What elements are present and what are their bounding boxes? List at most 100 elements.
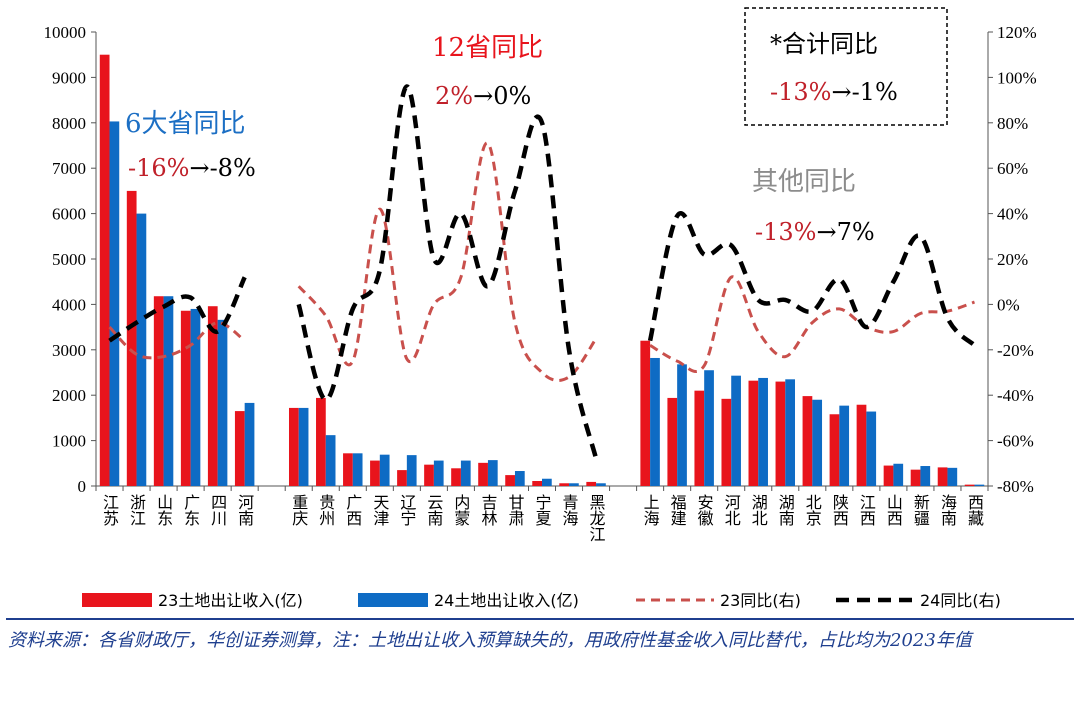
bar-24 <box>406 455 417 486</box>
bar-23 <box>126 190 137 486</box>
right-tick-label: 100% <box>997 68 1037 87</box>
category-label: 广西 <box>343 494 362 526</box>
right-tick-label: 120% <box>997 23 1037 42</box>
category-label: 河南 <box>235 494 254 526</box>
right-tick-label: -40% <box>997 386 1034 405</box>
category-label: 四川 <box>208 494 227 526</box>
yoy-2024: -1% <box>852 78 898 106</box>
bar-24 <box>136 213 147 486</box>
bar-23 <box>559 483 570 486</box>
bar-24 <box>650 357 660 486</box>
category-label: 青海 <box>560 494 579 526</box>
legend-label: 23土地出让收入(亿) <box>158 591 303 610</box>
annotations: 6大省同比-16%→-8%12省同比2%→0%*合计同比-13%→-1%其他同比… <box>125 7 948 246</box>
left-tick-label: 3000 <box>52 341 86 360</box>
category-label: 甘肃 <box>505 494 524 526</box>
bar-24 <box>569 483 579 486</box>
annotation-value: -16%→-8% <box>128 154 256 182</box>
yoy-2023: -16% <box>128 154 189 182</box>
arrow: → <box>189 154 209 182</box>
bar-23 <box>424 464 434 486</box>
bar-24 <box>487 460 498 486</box>
annotation-value: 2%→0% <box>435 82 531 110</box>
bar-24 <box>514 471 525 486</box>
bar-24 <box>704 370 714 486</box>
category-label: 内蒙 <box>451 494 470 526</box>
yoy-2024: 0% <box>493 82 531 110</box>
bar-23 <box>937 467 948 486</box>
bar-23 <box>856 404 867 486</box>
arrow: → <box>831 78 851 106</box>
total-yoy-box <box>744 7 948 126</box>
bar-24 <box>163 296 174 486</box>
right-tick-label: 20% <box>997 250 1028 269</box>
line-23-yoy <box>649 275 975 373</box>
bar-24 <box>244 402 255 486</box>
bar-23 <box>316 397 326 486</box>
bar-24 <box>920 466 931 486</box>
category-labels: 江苏 浙江 山东 广东 四川 河南 重庆 贵州 广西 天津 辽宁 云南 内蒙 吉林 甘肃 宁夏 青海 黑龙江 上海福… <box>100 494 984 542</box>
bar-24 <box>839 405 850 486</box>
line-23-yoy <box>297 141 598 382</box>
category-label: 北京 <box>803 494 822 527</box>
bar-23 <box>207 306 218 486</box>
bar-23 <box>153 296 164 486</box>
right-tick-label: 40% <box>997 205 1028 224</box>
left-tick-label: 10000 <box>44 23 87 42</box>
bar-23 <box>370 460 380 486</box>
right-tick-label: 0% <box>997 295 1020 314</box>
category-label: 重庆 <box>289 494 308 526</box>
lines <box>108 84 977 460</box>
source-note: 资料来源：各省财政厅，华创证券测算，注：土地出让收入预算缺失的，用政府性基金收入… <box>8 630 972 651</box>
yoy-2023: -13% <box>770 78 831 106</box>
category-label: 海南 <box>938 494 957 526</box>
legend-label: 24同比(右) <box>920 591 1001 610</box>
category-label: 天津 <box>370 494 389 526</box>
bar-24 <box>298 407 309 486</box>
bar-23 <box>964 484 975 486</box>
left-tick-label: 2000 <box>52 386 86 405</box>
bar-24 <box>758 377 768 486</box>
yoy-2024: -8% <box>210 154 256 182</box>
bar-24 <box>109 121 120 487</box>
bar-23 <box>505 475 515 486</box>
bar-24 <box>866 411 877 486</box>
left-tick-label: 8000 <box>52 114 86 133</box>
legend-label: 23同比(右) <box>720 591 801 610</box>
category-label: 云南 <box>424 494 443 526</box>
footer-divider <box>6 618 1074 620</box>
left-tick-label: 0 <box>78 477 87 496</box>
bar-23 <box>829 414 840 486</box>
category-label: 黑龙江 <box>587 494 606 542</box>
annotation-title: 其他同比 <box>752 167 856 197</box>
line-24-yoy <box>296 84 599 460</box>
bar-23 <box>883 465 894 486</box>
chart: 0 1000 2000 3000 4000 5000 6000 7000 8000 9000 100… <box>44 7 1037 610</box>
category-label: 浙江 <box>127 494 146 526</box>
annotation-value: -13%→-1% <box>770 78 898 106</box>
bar-24 <box>542 478 552 486</box>
bar-23 <box>234 411 245 486</box>
bar-24 <box>352 453 363 486</box>
category-label: 江西 <box>857 494 876 526</box>
category-label: 上海 <box>641 494 660 526</box>
bar-23 <box>288 407 299 486</box>
right-tick-label: -20% <box>997 341 1034 360</box>
bar-23 <box>586 481 597 486</box>
yoy-2024: 7% <box>837 218 875 246</box>
legend-swatch <box>82 593 152 607</box>
left-tick-label: 5000 <box>52 250 86 269</box>
bar-24 <box>677 364 687 486</box>
right-tick-label: -80% <box>997 477 1034 496</box>
bar-23 <box>180 310 191 486</box>
left-tick-label: 6000 <box>52 205 86 224</box>
bar-24 <box>379 454 390 486</box>
right-tick-label: 80% <box>997 114 1028 133</box>
bar-24 <box>974 484 985 486</box>
yoy-2023: 2% <box>435 82 473 110</box>
category-label: 山东 <box>154 494 173 526</box>
bar-24 <box>812 399 823 486</box>
bar-24 <box>785 379 796 486</box>
bar-23 <box>397 470 407 486</box>
bar-24 <box>190 308 201 486</box>
